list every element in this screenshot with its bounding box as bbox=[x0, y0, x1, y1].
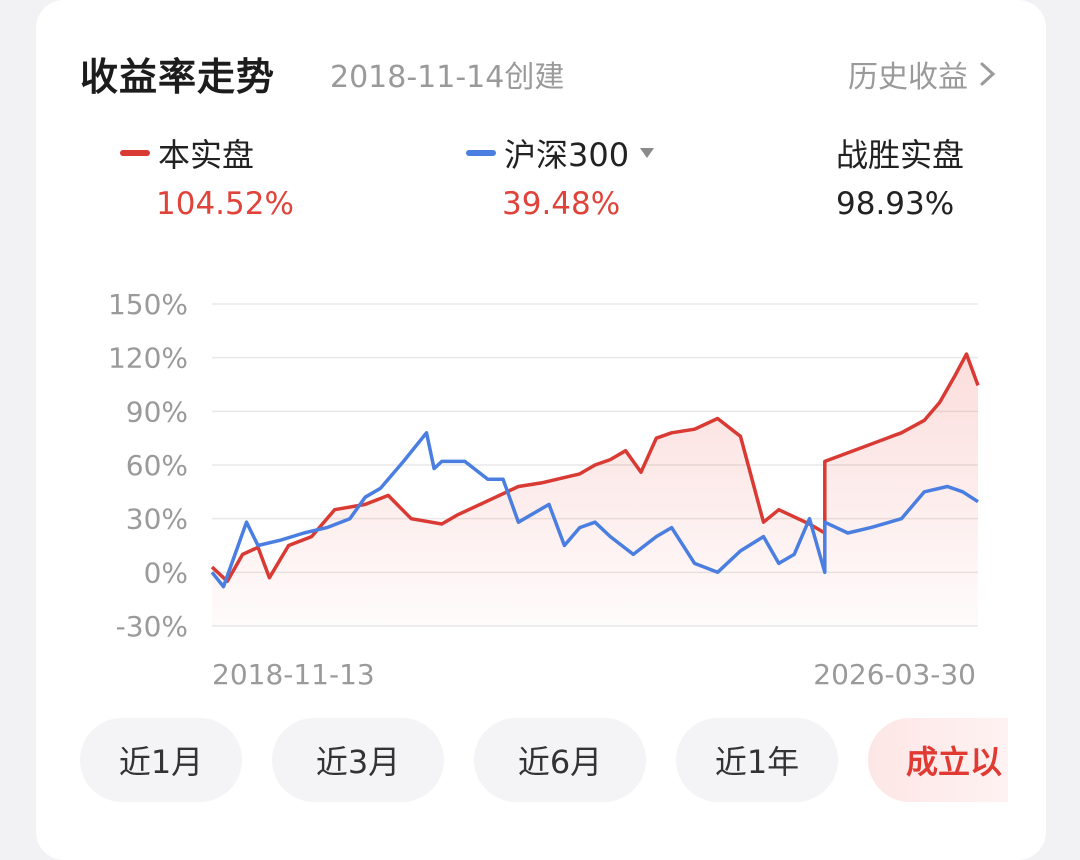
y-tick-label: 0% bbox=[144, 556, 188, 589]
tab-3-months[interactable]: 近3月 bbox=[272, 718, 444, 802]
portfolio-area bbox=[212, 354, 978, 626]
legend-portfolio-value: 104.52% bbox=[156, 186, 294, 222]
history-returns-link[interactable]: 历史收益 bbox=[848, 52, 1000, 96]
caret-down-icon[interactable] bbox=[639, 147, 655, 159]
legend-benchmark[interactable]: 沪深300 39.48% bbox=[466, 130, 655, 222]
legend-beat-value: 98.93% bbox=[836, 186, 955, 222]
tab-1-month[interactable]: 近1月 bbox=[80, 718, 242, 802]
returns-chart: 150% 120% 90% 60% 30% 0% -30% 2018-11-13 2026-… bbox=[108, 288, 980, 691]
chevron-right-icon bbox=[980, 62, 996, 86]
returns-card bbox=[36, 0, 1046, 860]
legend-portfolio-label: 本实盘 bbox=[158, 136, 255, 174]
legend-benchmark-value: 39.48% bbox=[502, 186, 621, 222]
x-start-label: 2018-11-13 bbox=[212, 658, 375, 691]
portfolio-series-line bbox=[210, 352, 980, 584]
tab-since-inception[interactable]: 成立以 bbox=[868, 718, 1008, 802]
tab-1-year[interactable]: 近1年 bbox=[676, 718, 838, 802]
created-date: 2018-11-14创建 bbox=[330, 60, 565, 95]
y-tick-label: 90% bbox=[126, 395, 188, 428]
y-tick-label: -30% bbox=[116, 610, 188, 643]
legend-benchmark-swatch bbox=[466, 150, 496, 156]
y-tick-label: 30% bbox=[126, 503, 188, 536]
benchmark-series-line bbox=[210, 431, 979, 589]
page-title: 收益率走势 bbox=[80, 55, 276, 99]
legend-beat-label: 战胜实盘 bbox=[836, 136, 965, 174]
legend-benchmark-label: 沪深300 bbox=[504, 136, 630, 174]
history-returns-label: 历史收益 bbox=[848, 60, 968, 95]
x-end-label: 2026-03-30 bbox=[813, 658, 976, 691]
legend-beat: 战胜实盘 98.93% bbox=[836, 130, 964, 222]
legend-portfolio: 本实盘 104.52% bbox=[120, 130, 294, 222]
y-tick-label: 120% bbox=[108, 342, 188, 375]
legend-portfolio-swatch bbox=[120, 150, 150, 156]
tab-6-months[interactable]: 近6月 bbox=[474, 718, 646, 802]
y-tick-label: 60% bbox=[126, 449, 188, 482]
y-tick-label: 150% bbox=[108, 288, 188, 321]
